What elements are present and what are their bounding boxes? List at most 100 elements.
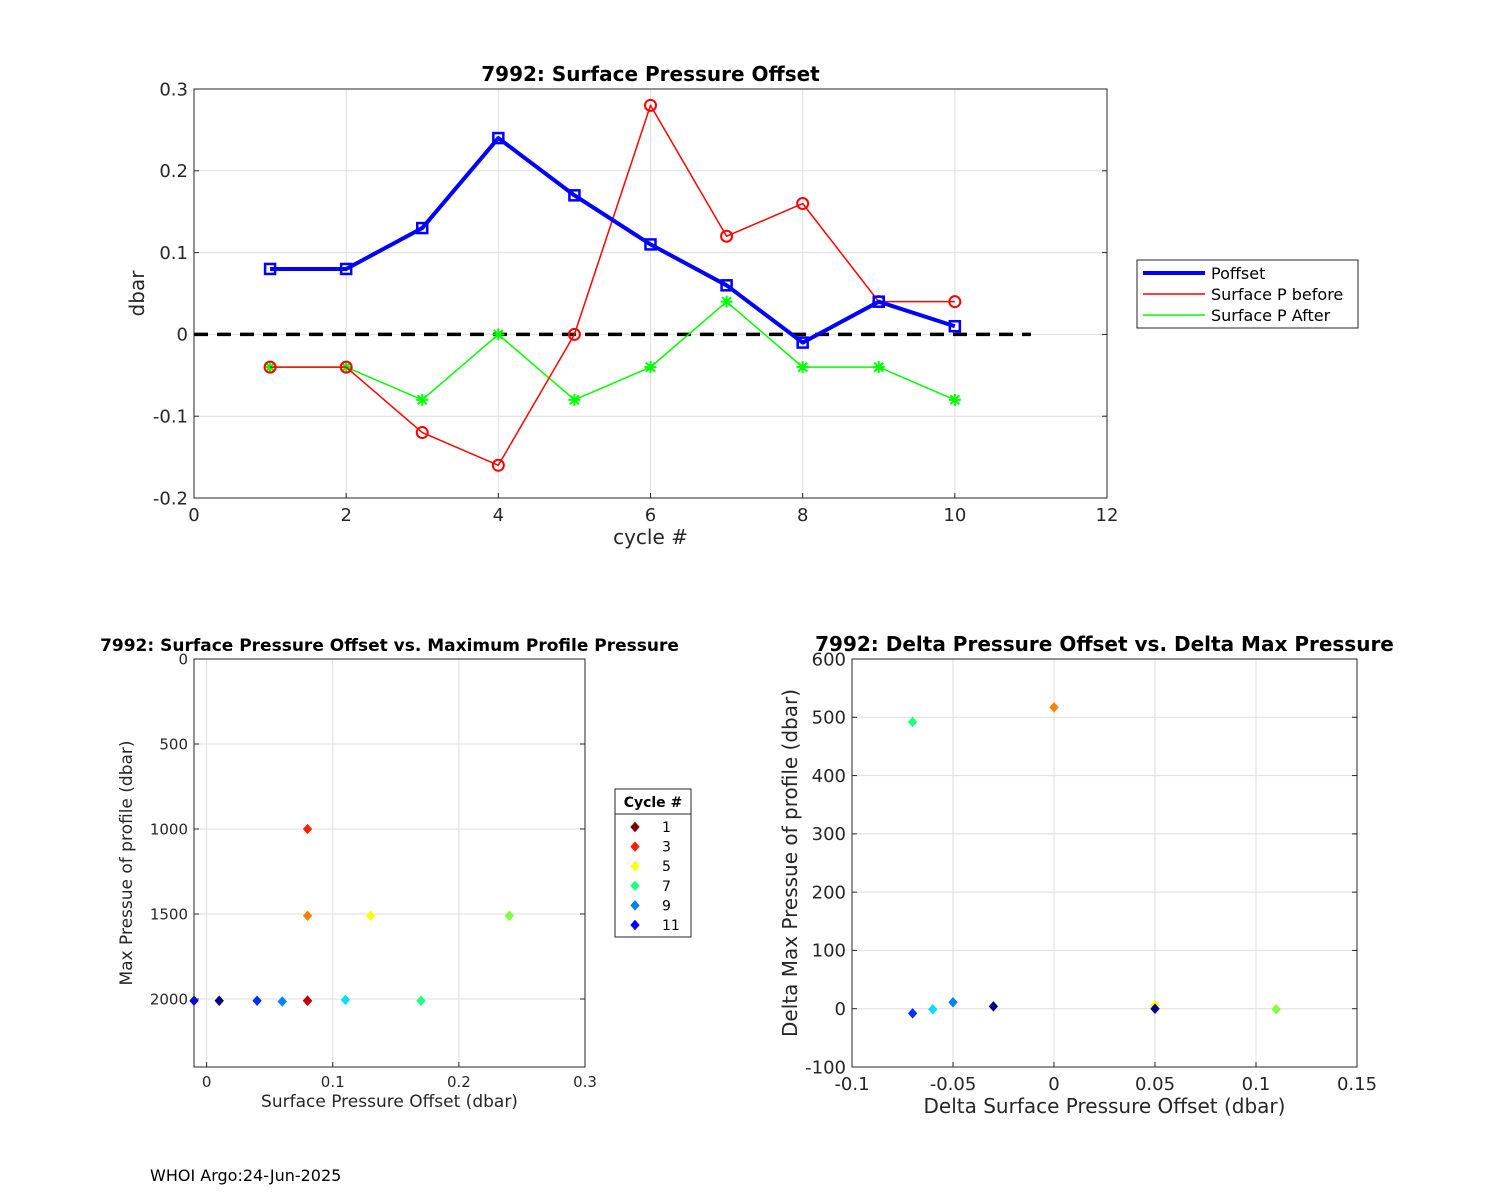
data-point-diamond <box>630 880 640 892</box>
data-point-diamond <box>365 910 376 921</box>
x-tick-label: 0.15 <box>1337 1074 1377 1095</box>
legend-label: 1 <box>662 820 671 836</box>
x-tick-label: 0 <box>202 1073 212 1091</box>
x-tick-label: 0.1 <box>321 1073 345 1091</box>
series-line-1 <box>270 136 956 345</box>
asterisk-stroke <box>417 394 428 406</box>
data-point-asterisk <box>492 328 505 341</box>
x-axis-label: Delta Surface Pressure Offset (dbar) <box>924 1094 1286 1118</box>
x-tick-label: -0.05 <box>930 1074 977 1095</box>
x-tick-label: 0.05 <box>1135 1074 1175 1095</box>
data-point-diamond <box>630 860 640 872</box>
legend: Cycle # 1 3 5 7 9 11 <box>614 788 692 938</box>
data-point-diamond <box>630 900 640 911</box>
data-point-diamond <box>907 716 918 728</box>
y-tick-label: 0 <box>177 325 188 346</box>
data-point-diamond <box>340 994 351 1006</box>
x-tick-label: 6 <box>645 505 656 526</box>
y-tick-label: 400 <box>812 766 846 787</box>
y-tick-label: 0 <box>835 999 846 1020</box>
data-point-diamond <box>302 995 313 1006</box>
y-tick-label: -0.1 <box>153 407 188 428</box>
data-point-circle <box>339 360 353 374</box>
x-tick-label: 2 <box>340 505 351 526</box>
chart-3: -0.1 -0.05 0 0.05 0.1 0.15 -100 0 100 200 300 400 50… <box>778 632 1394 1118</box>
data-point-circle <box>415 426 429 440</box>
data-point-diamond <box>948 997 958 1008</box>
data-point-diamond <box>214 995 224 1006</box>
data-point-diamond <box>928 1004 938 1015</box>
y-tick-label: 1000 <box>150 820 188 838</box>
data-point-asterisk <box>416 393 429 406</box>
x-tick-label: 0 <box>1048 1074 1059 1095</box>
legend-label: Surface P After <box>1211 306 1331 325</box>
y-tick-label: 0.3 <box>159 79 188 100</box>
legend-box <box>614 788 692 938</box>
asterisk-stroke <box>645 361 656 373</box>
x-tick-label: -0.1 <box>834 1074 869 1095</box>
y-tick-label: -100 <box>805 1057 846 1078</box>
data-point-diamond <box>416 995 426 1006</box>
chart-1: 0 2 4 6 8 10 12 -0.2 -0.1 0 0.1 0.2 0.3 cycle # dbar 79… <box>125 62 1359 549</box>
chart-title: 7992: Delta Pressure Offset vs. Delta Ma… <box>815 632 1394 656</box>
data-point-diamond <box>302 910 313 921</box>
data-point-diamond <box>630 841 640 852</box>
data-point-asterisk <box>644 361 657 374</box>
y-tick-label: 600 <box>812 649 846 670</box>
data-point-square <box>416 221 429 235</box>
y-tick-label: 100 <box>812 941 846 962</box>
data-point-square <box>796 336 809 349</box>
data-point-circle <box>948 295 962 309</box>
asterisk-stroke <box>949 394 961 406</box>
x-tick-label: 0.1 <box>1242 1074 1271 1095</box>
data-point-diamond <box>302 823 313 835</box>
data-point-circle <box>567 327 581 341</box>
data-point-square <box>948 319 962 333</box>
y-tick-label: 0.2 <box>159 161 188 182</box>
asterisk-stroke <box>797 361 808 373</box>
data-point-square <box>644 238 657 251</box>
data-point-square <box>568 189 581 202</box>
x-tick-label: 10 <box>943 505 966 526</box>
y-axis-label: Max Pressue of profile (dbar) <box>117 740 137 985</box>
x-tick-label: 4 <box>493 505 504 526</box>
data-point-diamond <box>630 919 640 931</box>
data-point-diamond <box>1049 702 1059 713</box>
axes-box <box>851 658 1358 1068</box>
x-tick-label: 12 <box>1096 505 1119 526</box>
data-point-square <box>872 295 885 308</box>
legend-label: Surface P before <box>1211 285 1343 304</box>
asterisk-stroke <box>493 329 504 340</box>
data-point-circle <box>491 458 505 472</box>
legend-label: Poffset <box>1211 264 1265 283</box>
asterisk-stroke <box>721 296 732 307</box>
legend-label: 3 <box>662 840 671 856</box>
data-point-diamond <box>504 910 514 921</box>
data-point-diamond <box>1271 1004 1281 1015</box>
data-point-circle <box>644 98 657 112</box>
data-point-circle <box>796 197 810 211</box>
data-point-asterisk <box>872 361 885 374</box>
x-tick-label: 0.2 <box>447 1073 471 1091</box>
plot-area <box>194 659 585 1067</box>
x-axis-label: cycle # <box>613 525 688 549</box>
asterisk-stroke <box>569 394 580 406</box>
y-tick-label: 2000 <box>150 990 188 1008</box>
chart-title: 7992: Surface Pressure Offset <box>481 62 820 86</box>
x-tick-label: 0.3 <box>573 1073 597 1091</box>
data-point-circle <box>720 229 734 243</box>
x-tick-label: 8 <box>797 505 808 526</box>
asterisk-stroke <box>873 361 884 373</box>
legend-title: Cycle # <box>624 795 683 811</box>
y-axis-label: Delta Max Pressue of profile (dbar) <box>778 689 802 1037</box>
y-tick-label: 200 <box>812 882 846 903</box>
data-point-asterisk <box>948 393 961 406</box>
data-point-asterisk <box>568 393 581 406</box>
y-tick-label: 0.1 <box>159 243 188 264</box>
chart-title: 7992: Surface Pressure Offset vs. Maximu… <box>100 636 679 656</box>
chart-2: 0 0.1 0.2 0.3 0 500 1000 1500 2000 Surface Pressu… <box>100 636 692 1112</box>
axes-box <box>193 88 1108 499</box>
axes-box <box>193 658 586 1068</box>
legend-label: 5 <box>662 859 671 875</box>
